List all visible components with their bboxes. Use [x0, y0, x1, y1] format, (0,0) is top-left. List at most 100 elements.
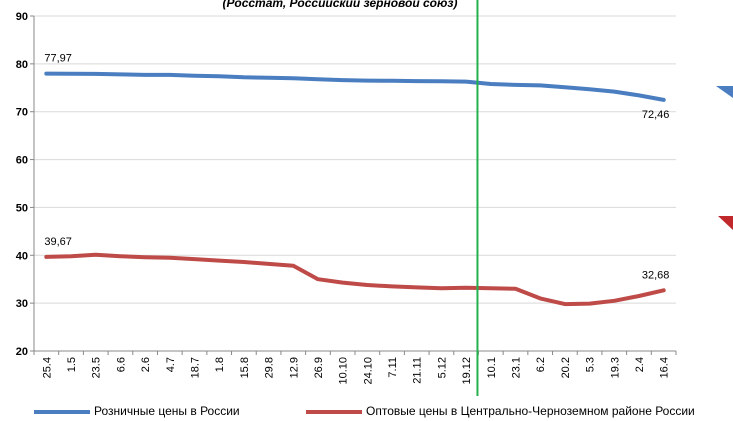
x-tick-label: 26.9 [313, 357, 325, 378]
data-point [415, 286, 418, 289]
x-tick-label: 18.7 [190, 357, 202, 378]
series-line-1 [44, 252, 666, 307]
data-label: 77,97 [44, 53, 72, 65]
data-point [391, 285, 394, 288]
legend-item-wholesale: Оптовые цены в Центрально-Черноземном ра… [306, 404, 695, 418]
data-point [465, 286, 468, 289]
data-point [489, 82, 492, 85]
x-tick-label: 23.5 [91, 357, 103, 378]
data-point [637, 294, 640, 297]
data-point [489, 287, 492, 290]
data-point [119, 255, 122, 258]
legend-swatch-wholesale [306, 409, 362, 414]
x-tick-label: 1.5 [66, 357, 78, 372]
data-point [193, 258, 196, 261]
data-label: 72,46 [642, 109, 670, 121]
data-point [45, 72, 48, 75]
data-point [588, 88, 591, 91]
data-point [539, 84, 542, 87]
data-point [193, 74, 196, 77]
y-tick-label: 60 [16, 155, 28, 167]
data-point [168, 256, 171, 259]
data-point [267, 262, 270, 265]
x-tick-label: 15.8 [239, 357, 251, 378]
y-tick-label: 70 [16, 107, 28, 119]
data-point [366, 79, 369, 82]
x-tick-label: 2.4 [634, 357, 646, 372]
data-point [242, 260, 245, 263]
data-point [119, 73, 122, 76]
data-point [94, 72, 97, 75]
data-point [391, 79, 394, 82]
data-point [465, 80, 468, 83]
data-point [316, 278, 319, 281]
x-tick-label: 25.4 [41, 357, 53, 378]
x-tick-label: 21.11 [412, 357, 424, 384]
x-tick-label: 10.1 [486, 357, 498, 378]
legend-swatch-retail [34, 409, 90, 414]
data-point [588, 302, 591, 305]
x-tick-label: 4.7 [165, 357, 177, 372]
x-tick-label: 24.10 [362, 357, 374, 385]
data-point [267, 76, 270, 79]
x-tick-label: 19.12 [461, 357, 473, 385]
x-tick-label: 19.3 [609, 357, 621, 378]
data-point [168, 73, 171, 76]
x-tick-label: 20.2 [560, 357, 572, 378]
series-line-0 [44, 71, 666, 102]
data-point [341, 79, 344, 82]
data-point [316, 78, 319, 81]
data-label: 39,67 [44, 236, 72, 248]
x-tick-label: 7.11 [387, 357, 399, 378]
data-point [45, 255, 48, 258]
x-tick-label: 10.10 [338, 357, 350, 385]
data-point [292, 77, 295, 80]
data-point [341, 281, 344, 284]
data-label: 32,68 [642, 269, 670, 281]
legend-label-wholesale: Оптовые цены в Центрально-Черноземном ра… [366, 404, 695, 418]
data-point [292, 264, 295, 267]
y-tick-label: 50 [16, 202, 28, 214]
data-point [218, 75, 221, 78]
x-tick-label: 1.8 [214, 357, 226, 372]
data-point [440, 80, 443, 83]
data-point [366, 283, 369, 286]
data-point [514, 287, 517, 290]
data-point [514, 83, 517, 86]
data-point [440, 287, 443, 290]
x-tick-label: 6.2 [535, 357, 547, 372]
data-point [70, 72, 73, 75]
x-tick-label: 5.12 [436, 357, 448, 378]
data-point [144, 73, 147, 76]
x-tick-label: 6.6 [115, 357, 127, 372]
data-point [613, 299, 616, 302]
x-tick-label: 16.4 [659, 357, 671, 378]
x-tick-label: 2.6 [140, 357, 152, 372]
data-point [563, 303, 566, 306]
x-tick-label: 5.3 [585, 357, 597, 372]
arrow-down-blue-icon [716, 86, 733, 98]
data-point [563, 86, 566, 89]
data-point [662, 98, 665, 101]
data-point [415, 80, 418, 83]
data-point [637, 94, 640, 97]
y-tick-label: 90 [16, 11, 28, 23]
data-point [94, 253, 97, 256]
data-point [144, 256, 147, 259]
legend-item-retail: Розничные цены в России [34, 404, 240, 418]
arrow-down-red-icon [718, 216, 733, 230]
y-tick-label: 20 [16, 346, 28, 358]
data-point [613, 90, 616, 93]
data-point [218, 259, 221, 262]
y-tick-label: 80 [16, 59, 28, 71]
chart-subtitle: (Росстат, Российский зерновой союз) [222, 0, 458, 10]
y-tick-label: 30 [16, 298, 28, 310]
y-tick-label: 40 [16, 250, 28, 262]
data-point [70, 255, 73, 258]
data-point [662, 289, 665, 292]
x-tick-label: 29.8 [264, 357, 276, 378]
x-tick-label: 23.1 [511, 357, 523, 378]
x-tick-label: 12.9 [288, 357, 300, 378]
data-point [242, 76, 245, 79]
